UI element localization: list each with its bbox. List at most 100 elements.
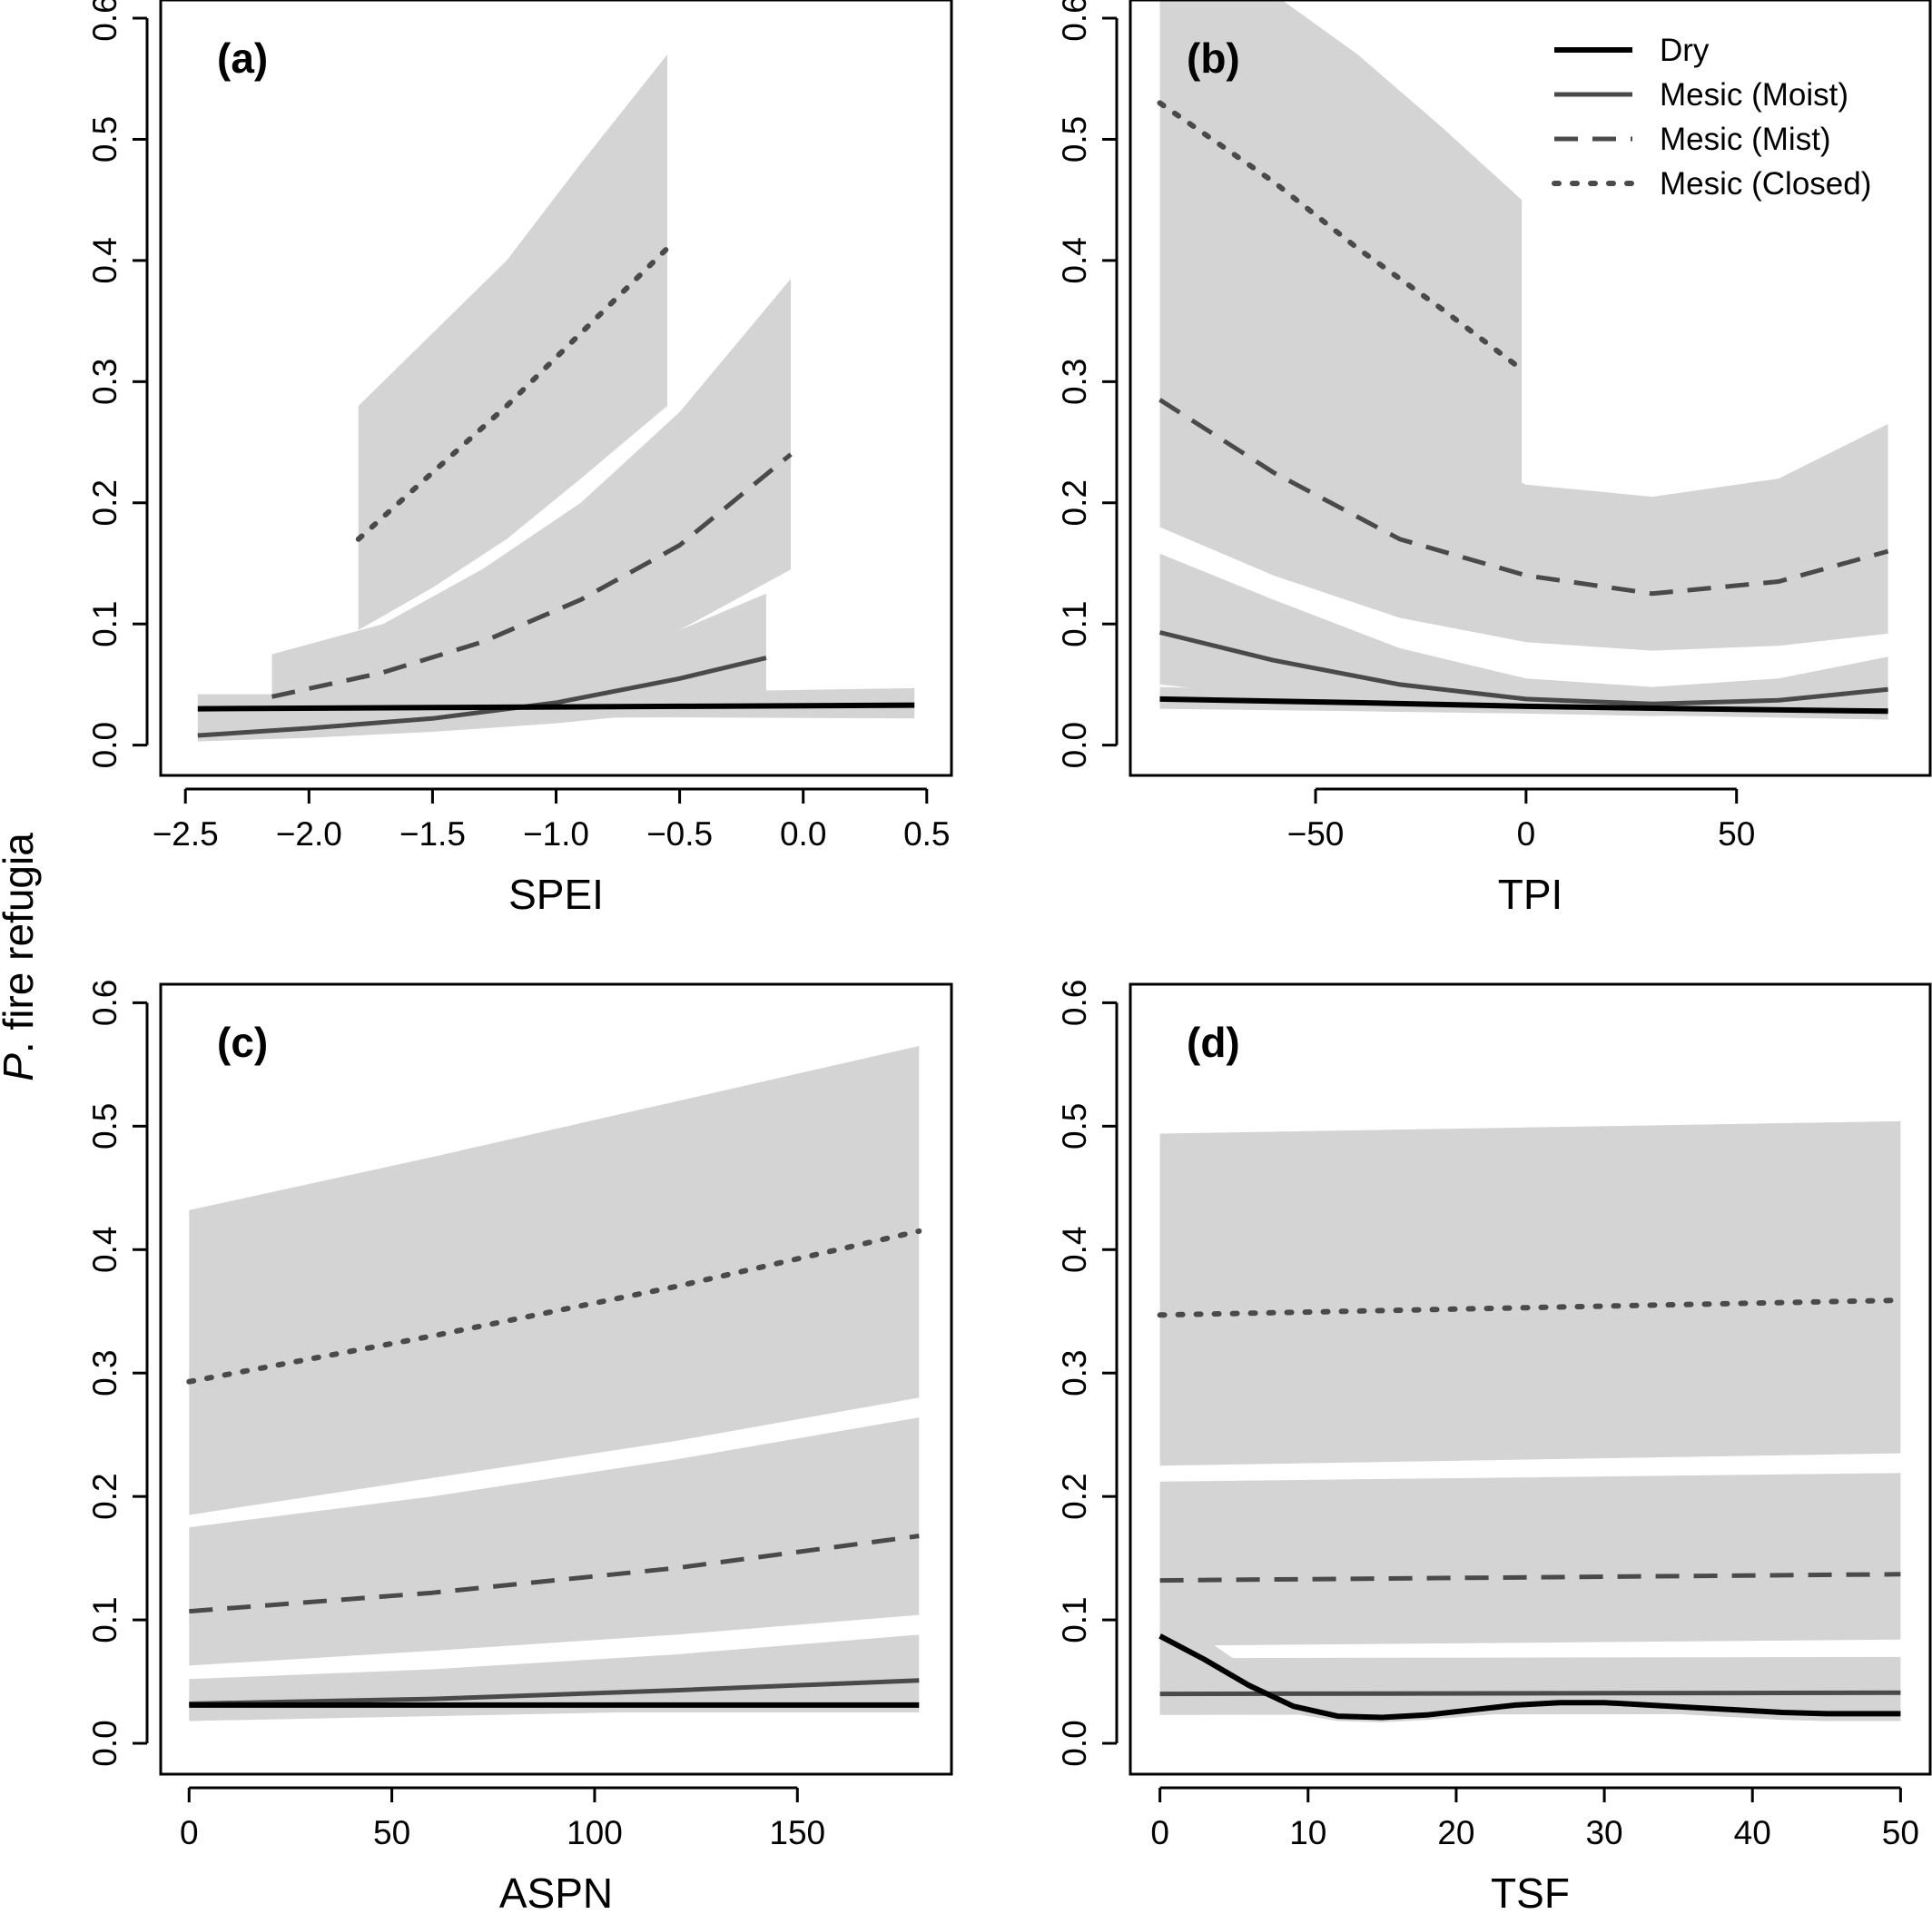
figure-y-axis-label-italic: P: [0, 1053, 42, 1081]
y-tick-label: 0.6: [1056, 0, 1093, 42]
y-tick-label: 0.6: [1056, 980, 1093, 1026]
confidence-band-mesic-closed: [1159, 1120, 1901, 1466]
confidence-band-mesic-closed: [1159, 0, 1523, 503]
confidence-band-mesic-closed: [189, 1046, 920, 1515]
series-line-mesic-moist: [197, 656, 767, 738]
y-tick-label: 0.1: [1056, 1596, 1093, 1643]
x-tick-label: 50: [1718, 815, 1755, 853]
y-tick-label: 0.1: [86, 1596, 123, 1643]
series-line-mesic-moist: [1159, 1690, 1901, 1697]
series-line-mesic-mist: [1158, 398, 1889, 597]
x-axis-title: SPEI: [508, 871, 604, 918]
y-tick-label: 0.0: [86, 722, 123, 768]
y-tick-label: 0.3: [86, 1349, 123, 1396]
x-tick-label: −50: [1287, 815, 1345, 853]
x-tick-label: 150: [769, 1814, 825, 1851]
panel-label: (c): [217, 1019, 268, 1066]
plot-frame: [1129, 0, 1932, 777]
legend-label: Dry: [1660, 33, 1710, 68]
x-tick-label: −0.5: [646, 815, 713, 853]
y-tick-label: 0.2: [1056, 479, 1093, 526]
x-tick-label: 20: [1437, 1814, 1474, 1851]
confidence-band-mesic-mist: [271, 278, 792, 724]
y-tick-label: 0.2: [1056, 1473, 1093, 1519]
x-tick-label: −1.5: [399, 815, 466, 853]
legend-label: Mesic (Closed): [1660, 166, 1871, 202]
x-tick-label: −2.5: [153, 815, 219, 853]
plot-area: [197, 54, 915, 742]
y-tick-label: 0.0: [86, 1720, 123, 1766]
x-tick-label: 100: [567, 1814, 623, 1851]
y-tick-label: 0.5: [86, 116, 123, 163]
y-tick-label: 0.3: [1056, 1349, 1093, 1396]
x-tick-label: 40: [1734, 1814, 1771, 1851]
figure-y-axis-label: P. fire refugia: [0, 833, 42, 1081]
legend: Dry Mesic (Moist) Mesic (Mist) Mesic (Close…: [1552, 33, 1871, 202]
series-line-dry: [197, 702, 915, 712]
legend-item-mesic-mist: Mesic (Mist): [1554, 122, 1831, 157]
panel-b: 0.0 0.1 0.2 0.3 0.4 0.5 0.6 −50 0 50 TPI (b): [1056, 0, 1932, 918]
series-line-dry: [1159, 696, 1888, 715]
legend-label: Mesic (Moist): [1660, 77, 1848, 113]
y-tick-label: 0.2: [86, 479, 123, 526]
panel-a: 0.0 0.1 0.2 0.3 0.4 0.5 0.6 −2.5 −2.0 −1.5 −1.0 −0.…: [86, 0, 953, 918]
series-line-mesic-moist: [189, 1678, 920, 1706]
plot-area: [186, 1046, 922, 1722]
panel-d: 0.0 0.1 0.2 0.3 0.4 0.5 0.6 0 10 20 30 40 50 TSF (d): [1056, 980, 1932, 1914]
series-line-dry: [1158, 1633, 1901, 1721]
y-tick-label: 0.4: [86, 1227, 123, 1273]
series-line-mesic-closed: [186, 1228, 922, 1385]
x-tick-label: 0.5: [903, 815, 950, 853]
figure-y-axis-label-rest: . fire refugia: [0, 833, 42, 1053]
legend-item-mesic-closed: Mesic (Closed): [1552, 166, 1871, 202]
x-tick-label: 0: [1150, 1814, 1169, 1851]
plot-frame: [159, 982, 953, 1776]
confidence-band-mesic-mist: [1159, 230, 1888, 651]
plot-frame: [159, 0, 953, 777]
confidence-band-mesic-closed: [358, 54, 667, 630]
y-tick-label: 0.3: [1056, 359, 1093, 405]
y-tick-label: 0.5: [1056, 1103, 1093, 1149]
y-tick-label: 0.1: [86, 600, 123, 646]
y-tick-label: 0.6: [86, 0, 123, 42]
y-tick-label: 0.4: [1056, 237, 1093, 283]
plot-frame: [1129, 982, 1932, 1776]
y-tick-label: 0.3: [86, 359, 123, 405]
y-tick-label: 0.5: [86, 1103, 123, 1149]
panel-c: 0.0 0.1 0.2 0.3 0.4 0.5 0.6 0 50 100 150 ASPN (c): [86, 980, 953, 1914]
x-tick-label: 50: [1882, 1814, 1919, 1851]
confidence-band-mesic-mist: [1159, 1473, 1901, 1646]
y-tick-label: 0.5: [1056, 116, 1093, 163]
series-line-mesic-mist: [271, 452, 793, 699]
x-axis-title: ASPN: [499, 1870, 613, 1914]
legend-item-mesic-moist: Mesic (Moist): [1554, 77, 1848, 113]
y-tick-label: 0.6: [86, 980, 123, 1026]
series-line-mesic-closed: [1157, 1297, 1904, 1318]
panel-label: (b): [1187, 35, 1240, 82]
panel-label: (a): [217, 35, 268, 82]
x-tick-label: −2.0: [276, 815, 342, 853]
series-line-mesic-closed: [1157, 100, 1525, 372]
y-tick-label: 0.4: [1056, 1227, 1093, 1273]
x-tick-label: 0.0: [780, 815, 826, 853]
plot-area: [1157, 0, 1889, 720]
legend-label: Mesic (Mist): [1660, 122, 1831, 157]
legend-item-dry: Dry: [1554, 33, 1710, 68]
confidence-band-mesic-mist: [189, 1417, 920, 1666]
x-tick-label: 0: [180, 1814, 199, 1851]
x-tick-label: −1.0: [523, 815, 589, 853]
y-tick-label: 0.4: [86, 237, 123, 283]
panel-label: (d): [1187, 1019, 1240, 1066]
y-tick-label: 0.0: [1056, 1720, 1093, 1766]
series-line-mesic-mist: [189, 1534, 920, 1614]
x-axis-title: TPI: [1498, 871, 1563, 918]
series-line-mesic-moist: [1158, 630, 1888, 706]
series-line-mesic-closed: [355, 245, 670, 542]
confidence-band-dry: [1159, 1607, 1901, 1722]
y-tick-label: 0.0: [1056, 722, 1093, 768]
x-tick-label: 50: [373, 1814, 410, 1851]
x-tick-label: 0: [1517, 815, 1536, 853]
panels: 0.0 0.1 0.2 0.3 0.4 0.5 0.6 −2.5 −2.0 −1.5 −1.0 −0.…: [86, 0, 1932, 1914]
y-tick-label: 0.1: [1056, 600, 1093, 646]
